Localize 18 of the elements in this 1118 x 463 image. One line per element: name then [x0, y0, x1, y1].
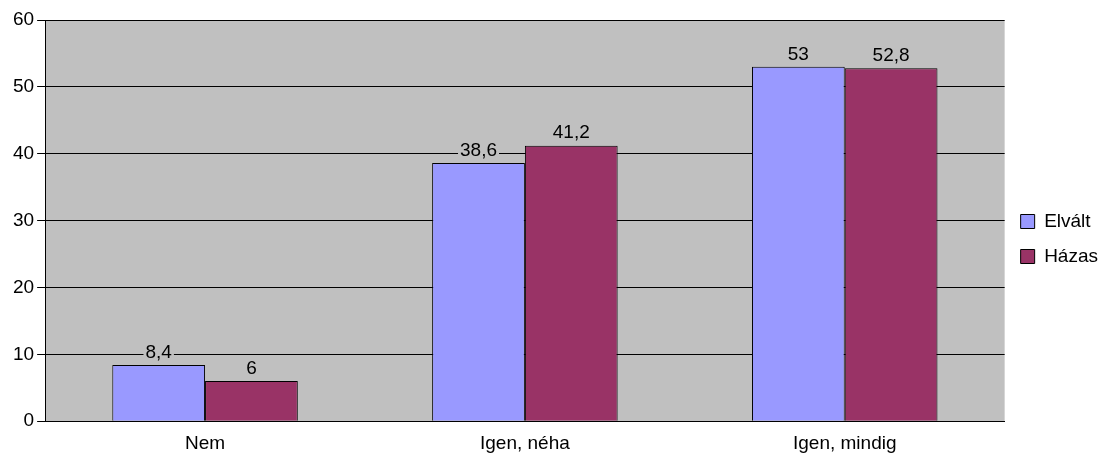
- y-tick-label: 50: [12, 75, 35, 97]
- y-tick-label: 40: [12, 141, 35, 163]
- y-tick-label: 0: [23, 409, 35, 431]
- data-label: 52,8: [872, 43, 910, 65]
- x-tick-label: Nem: [184, 431, 226, 453]
- y-tick-label: 60: [12, 8, 35, 30]
- y-tick-label: 30: [12, 208, 35, 230]
- data-label: 6: [246, 356, 257, 378]
- y-tick-label: 20: [12, 275, 35, 297]
- data-label: 53: [787, 42, 809, 64]
- x-tick-label: Igen, mindig: [792, 431, 897, 453]
- data-label: 38,6: [460, 138, 498, 160]
- legend-label: Házas: [1044, 244, 1098, 266]
- data-label: 41,2: [552, 121, 590, 143]
- y-tick-label: 10: [12, 342, 35, 364]
- legend-label: Elvált: [1044, 209, 1092, 231]
- x-tick-label: Igen, néha: [479, 431, 571, 453]
- data-label: 8,4: [145, 340, 173, 362]
